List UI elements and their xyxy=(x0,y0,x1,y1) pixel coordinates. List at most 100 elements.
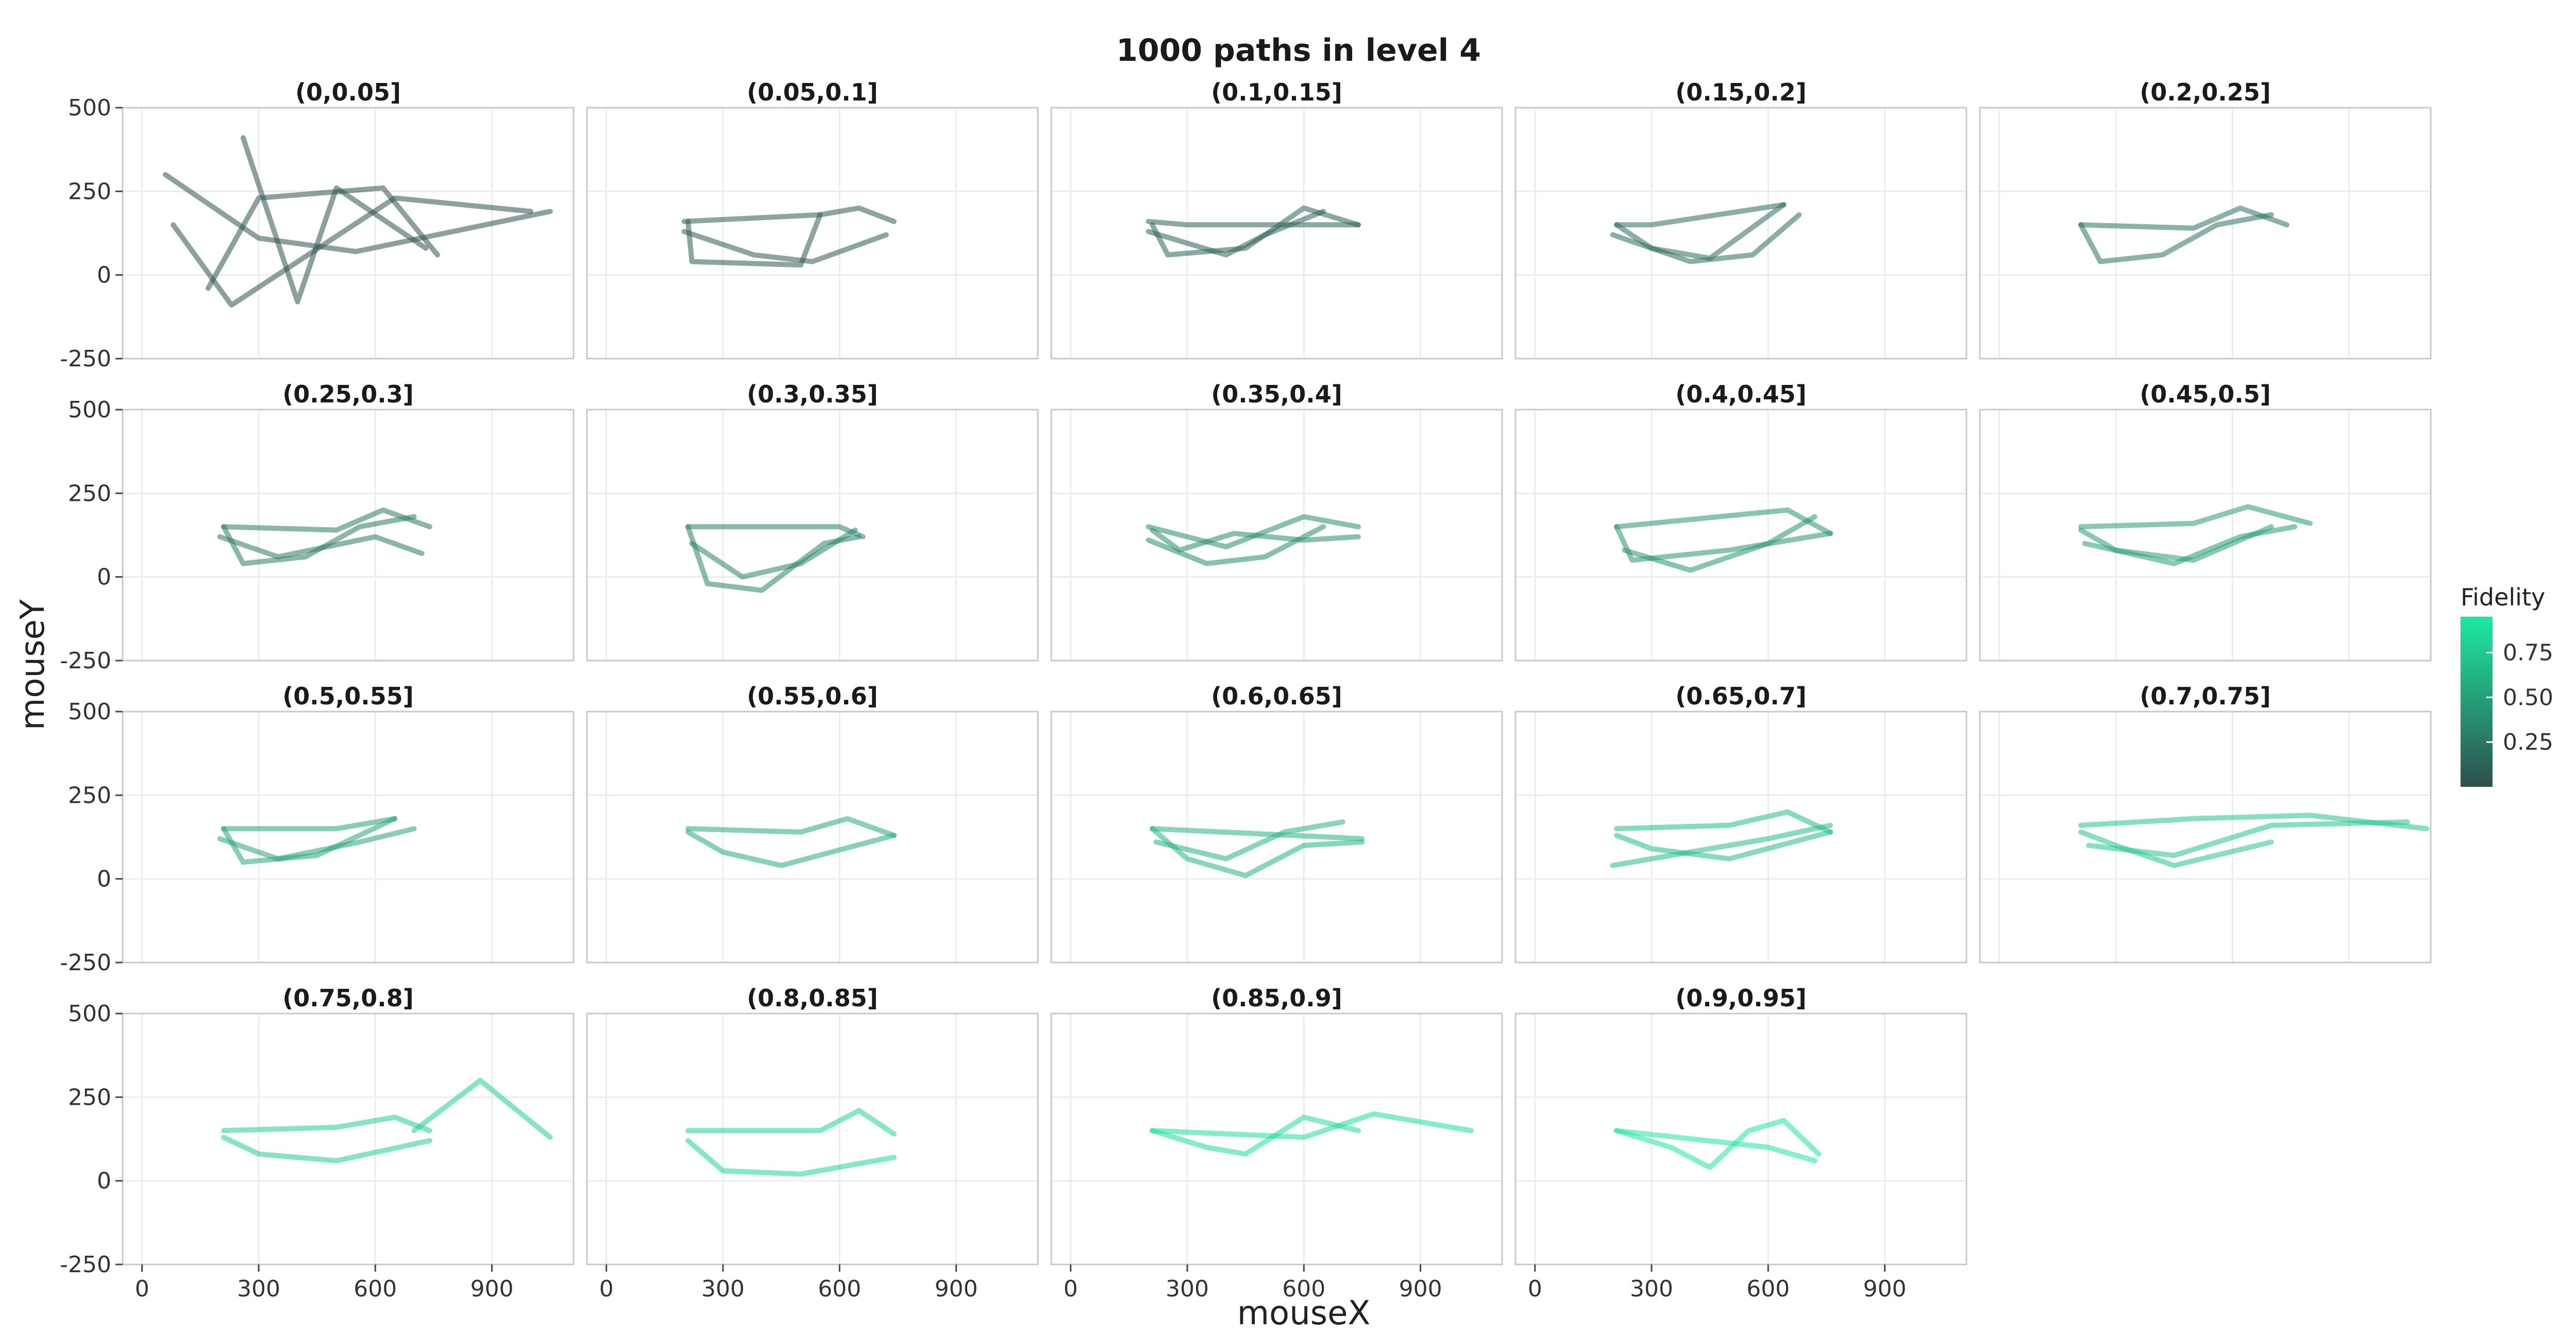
x-tick-label: 300 xyxy=(701,1276,745,1302)
y-tick-label: 250 xyxy=(68,1084,111,1110)
y-tick-label: 250 xyxy=(68,782,111,808)
mouse-path xyxy=(685,829,897,868)
facet-label: (0.75,0.8] xyxy=(282,984,414,1012)
y-tick-label: -250 xyxy=(60,1252,111,1278)
mouse-path xyxy=(1150,1111,1474,1140)
y-tick-label: 0 xyxy=(97,564,111,590)
mouse-path xyxy=(1146,514,1361,550)
y-tick-label: 500 xyxy=(68,397,111,423)
mouse-path xyxy=(1614,809,1833,835)
facet-label: (0.55,0.6] xyxy=(747,682,878,710)
facet-panel: (0.55,0.6] xyxy=(586,682,1039,964)
panel-frame xyxy=(1514,1013,1967,1265)
mouse-path xyxy=(681,205,897,224)
mouse-path xyxy=(685,1138,897,1177)
facet-label: (0,0.05] xyxy=(295,78,401,106)
mouse-path xyxy=(2078,504,2313,530)
mouse-path xyxy=(1614,524,1833,563)
facet-panel: (0.6,0.65] xyxy=(1050,682,1503,964)
x-tick-label: 300 xyxy=(237,1276,280,1302)
facet-label: (0.7,0.75] xyxy=(2140,682,2271,710)
mouse-path xyxy=(1146,524,1326,566)
panel-frame xyxy=(1514,711,1967,964)
x-tick-label: 600 xyxy=(1282,1276,1325,1302)
mouse-path xyxy=(1614,1128,1817,1163)
facet-label: (0.05,0.1] xyxy=(747,78,878,106)
x-tick-label: 600 xyxy=(353,1276,397,1302)
facet-panel: (0,0.05] -250 0 250 500 xyxy=(60,78,575,372)
y-tick-label: 0 xyxy=(97,866,111,892)
facet-label: (0.45,0.5] xyxy=(2140,380,2271,408)
facet-label: (0.35,0.4] xyxy=(1211,380,1342,408)
legend-tick-label: 0.25 xyxy=(2503,729,2553,755)
panel-frame xyxy=(1050,711,1503,964)
mouse-path xyxy=(1614,1118,1822,1170)
x-tick-label: 0 xyxy=(135,1276,149,1302)
y-tick-label: -250 xyxy=(60,346,111,372)
facet-panel: (0.9,0.95] 0 300 600 900 xyxy=(1514,984,1967,1302)
facet-panel: (0.05,0.1] xyxy=(586,78,1039,360)
panel-frame xyxy=(1979,107,2432,360)
mouse-path xyxy=(240,135,429,305)
mouse-path xyxy=(1614,202,1787,261)
legend-colorbar xyxy=(2461,617,2493,787)
mouse-path xyxy=(2078,524,2274,563)
mouse-path xyxy=(1610,212,1802,264)
facet-label: (0.4,0.45] xyxy=(1675,380,1807,408)
panel-frame xyxy=(1979,409,2432,662)
mouse-path xyxy=(1610,822,1833,868)
mouse-path xyxy=(221,514,417,566)
mouse-path xyxy=(1150,1115,1361,1157)
x-tick-label: 0 xyxy=(1064,1276,1078,1302)
x-tick-label: 0 xyxy=(1528,1276,1542,1302)
facet-panel: (0.45,0.5] xyxy=(1979,380,2432,662)
x-tick-label: 300 xyxy=(1166,1276,1209,1302)
facet-label: (0.25,0.3] xyxy=(282,380,414,408)
y-tick-label: 0 xyxy=(97,1168,111,1194)
mouse-path xyxy=(1614,202,1787,228)
mouse-path xyxy=(1622,514,1817,573)
facet-panel: (0.85,0.9] 0 300 600 900 xyxy=(1050,984,1503,1302)
x-axis-label: mouseX xyxy=(1237,1294,1371,1332)
mouse-path xyxy=(681,229,889,264)
facet-label: (0.9,0.95] xyxy=(1675,984,1807,1012)
mouse-path xyxy=(221,816,397,832)
panel-frame xyxy=(586,107,1039,360)
y-tick-label: 500 xyxy=(68,1001,111,1027)
panel-frame xyxy=(586,409,1039,662)
x-tick-label: 900 xyxy=(470,1276,514,1302)
y-tick-label: 500 xyxy=(68,699,111,725)
mouse-path xyxy=(685,816,897,838)
facet-panel: (0.75,0.8] -250 0 250 500 0 300 600 900 xyxy=(60,984,575,1302)
mouse-path xyxy=(217,826,417,862)
facet-label: (0.1,0.15] xyxy=(1211,78,1342,106)
mouse-path xyxy=(1150,205,1361,258)
facet-panel: (0.35,0.4] xyxy=(1050,380,1503,662)
mouse-path xyxy=(2082,524,2297,566)
y-tick-label: -250 xyxy=(60,648,111,674)
mouse-path xyxy=(205,185,440,291)
legend-tick-label: 0.75 xyxy=(2503,639,2553,666)
mouse-path xyxy=(685,212,823,268)
panel-frame xyxy=(1514,107,1967,360)
x-tick-label: 900 xyxy=(1863,1276,1907,1302)
panel-frame xyxy=(1979,711,2432,964)
mouse-path xyxy=(2086,819,2410,858)
facet-panel: (0.2,0.25] xyxy=(1979,78,2432,360)
mouse-path xyxy=(1146,218,1361,228)
facet-panel: (0.4,0.45] xyxy=(1514,380,1967,662)
facet-panel: (0.15,0.2] xyxy=(1514,78,1967,360)
facet-label: (0.5,0.55] xyxy=(282,682,414,710)
mouse-path xyxy=(1150,527,1361,553)
y-tick-label: -250 xyxy=(60,950,111,976)
facet-label: (0.85,0.9] xyxy=(1211,984,1342,1012)
panel-frame xyxy=(122,711,575,964)
facet-label: (0.65,0.7] xyxy=(1675,682,1807,710)
panel-frame xyxy=(1050,107,1503,360)
facet-panel: (0.8,0.85] 0 300 600 900 xyxy=(586,984,1039,1302)
mouse-path xyxy=(171,195,533,308)
mouse-path xyxy=(1146,209,1326,258)
facet-label: (0.2,0.25] xyxy=(2140,78,2271,106)
y-tick-label: 250 xyxy=(68,178,111,205)
